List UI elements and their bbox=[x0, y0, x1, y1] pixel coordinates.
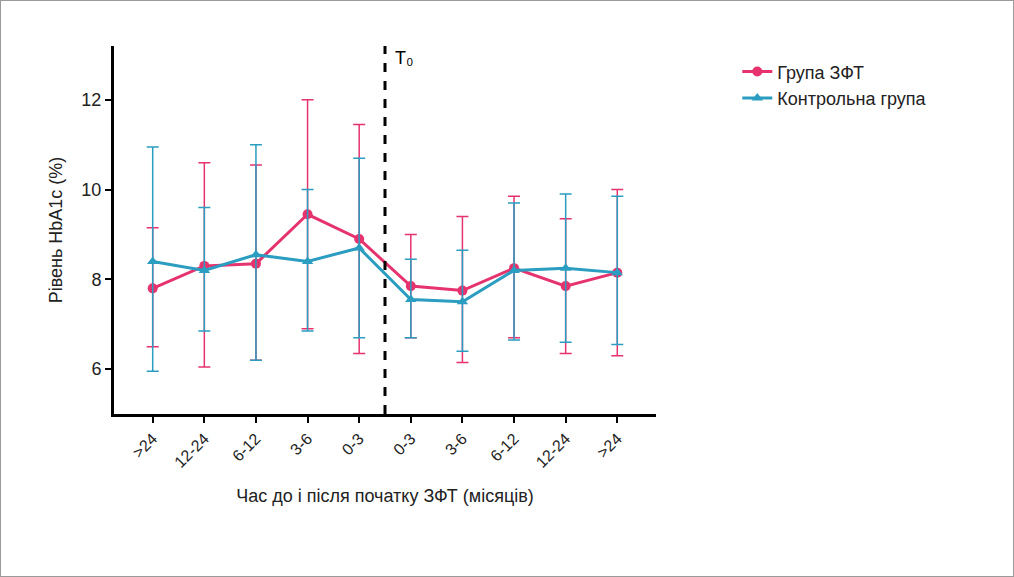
svg-text:12-24: 12-24 bbox=[171, 430, 212, 471]
svg-text:Контрольна група: Контрольна група bbox=[777, 89, 926, 109]
svg-text:T₀: T₀ bbox=[395, 48, 413, 68]
svg-text:>24: >24 bbox=[129, 430, 160, 461]
svg-text:3-6: 3-6 bbox=[442, 430, 470, 458]
svg-text:3-6: 3-6 bbox=[287, 430, 315, 458]
svg-text:Час до і після початку ЗФТ (мі: Час до і після початку ЗФТ (місяців) bbox=[236, 486, 534, 506]
svg-text:Рівень HbA1c (%): Рівень HbA1c (%) bbox=[46, 157, 66, 304]
svg-text:6: 6 bbox=[91, 359, 101, 379]
svg-text:8: 8 bbox=[91, 270, 101, 290]
svg-text:>24: >24 bbox=[594, 430, 625, 461]
svg-text:6-12: 6-12 bbox=[487, 430, 522, 465]
svg-text:12-24: 12-24 bbox=[532, 430, 573, 471]
svg-text:10: 10 bbox=[81, 180, 101, 200]
svg-text:0-3: 0-3 bbox=[339, 430, 367, 458]
svg-text:6-12: 6-12 bbox=[229, 430, 264, 465]
svg-text:Група ЗФТ: Група ЗФТ bbox=[777, 63, 864, 83]
svg-text:0-3: 0-3 bbox=[390, 430, 418, 458]
svg-text:12: 12 bbox=[81, 90, 101, 110]
